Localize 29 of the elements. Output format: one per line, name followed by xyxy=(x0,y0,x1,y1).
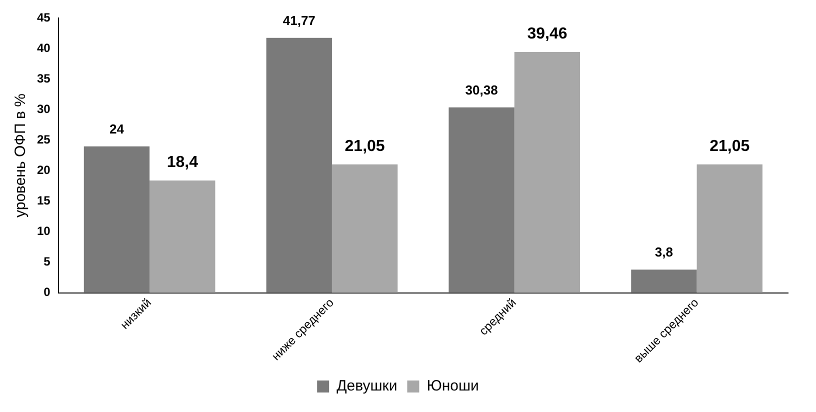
y-tick-label: 45 xyxy=(36,10,51,25)
y-tick-label: 15 xyxy=(36,194,51,208)
bar xyxy=(631,270,697,293)
data-label: 41,77 xyxy=(282,12,316,28)
bar xyxy=(696,164,762,293)
bar xyxy=(448,107,514,293)
bar xyxy=(332,164,398,293)
data-label: 39,46 xyxy=(527,25,568,42)
y-tick-label: 40 xyxy=(36,41,51,56)
legend-label: Юноши xyxy=(426,378,479,395)
y-tick-label: 30 xyxy=(36,102,51,116)
y-axis-title: уровень ОФП в % xyxy=(12,94,30,218)
bar xyxy=(514,52,580,293)
data-label: 30,38 xyxy=(465,82,498,98)
data-label: 21,05 xyxy=(344,138,385,155)
data-label: 24 xyxy=(109,121,125,136)
y-tick-label: 0 xyxy=(44,285,51,300)
data-label: 18,4 xyxy=(166,154,198,171)
y-tick-label: 20 xyxy=(36,163,51,178)
data-label: 3,8 xyxy=(654,244,673,260)
bar xyxy=(266,38,332,293)
y-tick-label: 25 xyxy=(36,132,51,147)
y-tick-label: 35 xyxy=(36,72,51,86)
y-tick-label: 10 xyxy=(36,224,51,238)
bar xyxy=(84,146,150,293)
y-tick-label: 5 xyxy=(44,254,51,269)
data-label: 21,05 xyxy=(710,138,750,155)
bar xyxy=(150,180,216,293)
legend-label: Девушки xyxy=(336,378,398,395)
